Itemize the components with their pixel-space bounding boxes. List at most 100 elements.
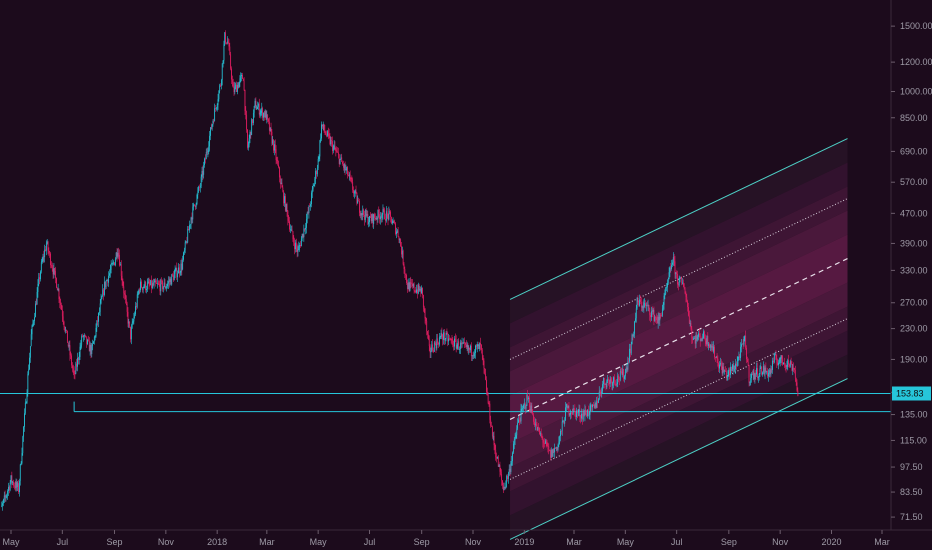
candle-body xyxy=(753,370,755,380)
candle-body xyxy=(252,119,253,123)
candle-body xyxy=(768,370,770,374)
candle-body xyxy=(520,408,522,422)
candle-body xyxy=(456,345,458,349)
candle-body xyxy=(222,60,224,64)
candle-body xyxy=(292,231,294,240)
candle-body xyxy=(136,294,138,307)
candle-body xyxy=(750,378,752,382)
candle-body xyxy=(188,229,189,231)
candle-body xyxy=(83,334,85,337)
candle-body xyxy=(582,413,583,420)
candle-body xyxy=(201,170,203,177)
candle-body xyxy=(521,408,523,410)
candle-body xyxy=(285,204,287,211)
candle-body xyxy=(172,274,173,276)
candle-body xyxy=(705,340,707,344)
candle-body xyxy=(293,239,295,244)
candle-body xyxy=(179,272,181,274)
candle-body xyxy=(444,339,446,341)
candle-body xyxy=(422,287,423,295)
candle-body xyxy=(536,424,538,431)
candle-body xyxy=(635,308,637,319)
candle-body xyxy=(688,307,689,316)
candle-body xyxy=(619,371,621,380)
candle-body xyxy=(766,370,768,372)
candle-body xyxy=(625,367,627,373)
candle-body xyxy=(373,214,375,224)
candle-body xyxy=(593,405,595,408)
candle-body xyxy=(438,342,439,345)
candle-body xyxy=(627,361,629,370)
candle-body xyxy=(145,281,147,291)
candle-body xyxy=(126,303,128,312)
candle-body xyxy=(433,342,435,352)
candle-body xyxy=(120,264,121,266)
candle-body xyxy=(693,338,694,340)
candle-body xyxy=(746,359,748,363)
candle-body xyxy=(756,368,758,375)
candle-body xyxy=(416,289,418,293)
candle-body xyxy=(226,42,227,44)
candle-body xyxy=(664,294,666,296)
candle-body xyxy=(591,405,593,408)
candle-body xyxy=(296,247,298,252)
candle-body xyxy=(183,252,184,260)
candle-body xyxy=(173,273,175,281)
candle-body xyxy=(571,413,573,415)
candle-body xyxy=(59,299,61,303)
candle-body xyxy=(331,140,333,142)
candle-body xyxy=(124,293,126,295)
time-axis[interactable]: May Jul Sep Nov 2018 Mar May Jul Sep Nov 2019 Mar Ma… xyxy=(2,530,890,547)
y-tick-label: 570.00 xyxy=(900,177,928,187)
candle-body xyxy=(538,427,540,429)
candle-body xyxy=(13,481,14,486)
candle-body xyxy=(393,221,395,223)
candle-body xyxy=(544,440,546,444)
candle-body xyxy=(99,303,101,312)
candle-body xyxy=(149,284,151,286)
candle-body xyxy=(118,252,120,255)
candle-body xyxy=(330,140,332,145)
candle-body xyxy=(563,421,565,424)
candle-body xyxy=(308,205,310,214)
candle-body xyxy=(295,242,296,250)
candle-body xyxy=(515,435,517,439)
candle-body xyxy=(579,409,581,418)
candle-body xyxy=(477,344,479,346)
candle-body xyxy=(480,343,481,345)
candle-body xyxy=(565,407,566,421)
candle-body xyxy=(255,100,257,110)
candle-body xyxy=(471,355,473,357)
candle-body xyxy=(451,339,453,341)
candle-body xyxy=(417,289,418,294)
candle-body xyxy=(279,177,281,184)
candle-body xyxy=(490,419,492,426)
candle-body xyxy=(226,41,228,44)
candle-body xyxy=(688,315,690,324)
candle-body xyxy=(246,114,248,130)
candle-body xyxy=(318,156,320,160)
candle-body xyxy=(24,413,25,427)
x-tick-label: Sep xyxy=(414,537,430,547)
candle-body xyxy=(19,480,20,493)
candle-body xyxy=(208,146,210,151)
candle-body xyxy=(332,141,333,151)
candle-body xyxy=(481,349,483,356)
candle-body xyxy=(652,309,654,312)
candle-body xyxy=(797,390,799,396)
price-axis[interactable]: 1800.00 1500.00 1200.00 1000.00 850.00 690.00… xyxy=(891,0,932,522)
candle-body xyxy=(736,361,738,367)
candle-body xyxy=(549,449,550,451)
candle-body xyxy=(437,338,439,343)
candle-body xyxy=(40,262,42,272)
candle-body xyxy=(247,129,248,148)
candle-body xyxy=(657,316,659,324)
candle-body xyxy=(192,206,194,220)
candle-body xyxy=(69,345,71,356)
candle-body xyxy=(316,171,317,175)
candle-body xyxy=(567,405,569,409)
candle-body xyxy=(397,230,399,237)
candle-body xyxy=(78,356,80,360)
candle-body xyxy=(516,428,518,436)
